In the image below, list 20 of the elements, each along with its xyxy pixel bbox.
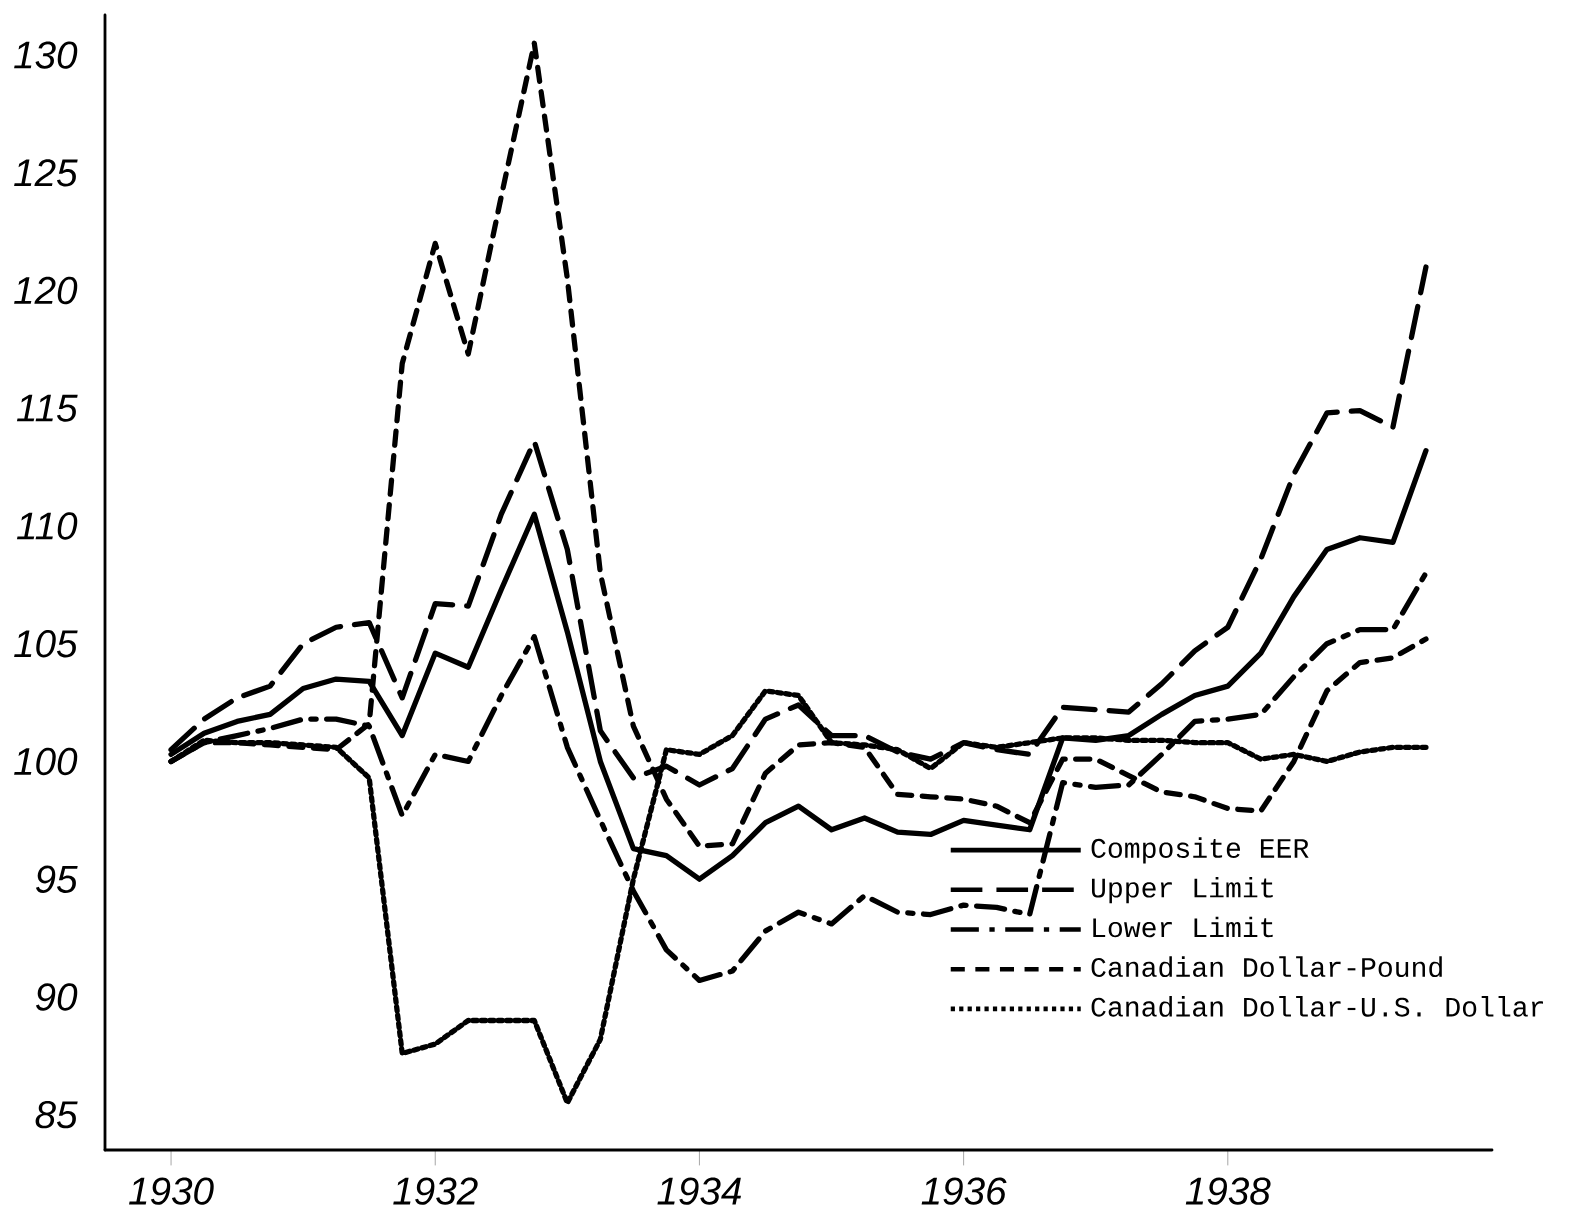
x-tick-label: 1938 [1185, 1177, 1271, 1206]
x-tick-label: 1934 [657, 1177, 741, 1206]
x-tick-label: 1936 [921, 1177, 1007, 1206]
x-tick-label: 1932 [393, 1177, 478, 1206]
legend-label: Composite EER [1091, 837, 1309, 864]
y-tick-label: 85 [35, 1101, 78, 1129]
y-tick-label: 100 [14, 748, 78, 776]
y-tick-label: 130 [14, 41, 78, 69]
y-tick-label: 105 [14, 630, 78, 658]
y-tick-label: 90 [35, 983, 78, 1011]
x-tick-label: 1930 [129, 1177, 214, 1206]
legend-label: Upper Limit [1091, 877, 1273, 904]
legend-label: Canadian Dollar-U.S. Dollar [1091, 996, 1543, 1018]
y-tick-label: 120 [14, 277, 78, 305]
y-tick-label: 125 [14, 159, 78, 187]
legend-label: Lower Limit [1093, 916, 1273, 938]
y-tick-label: 110 [16, 512, 78, 540]
y-tick-label: 115 [16, 395, 78, 422]
legend-label: Canadian Dollar-Pound [1091, 956, 1442, 978]
y-tick-label: 95 [35, 865, 78, 894]
